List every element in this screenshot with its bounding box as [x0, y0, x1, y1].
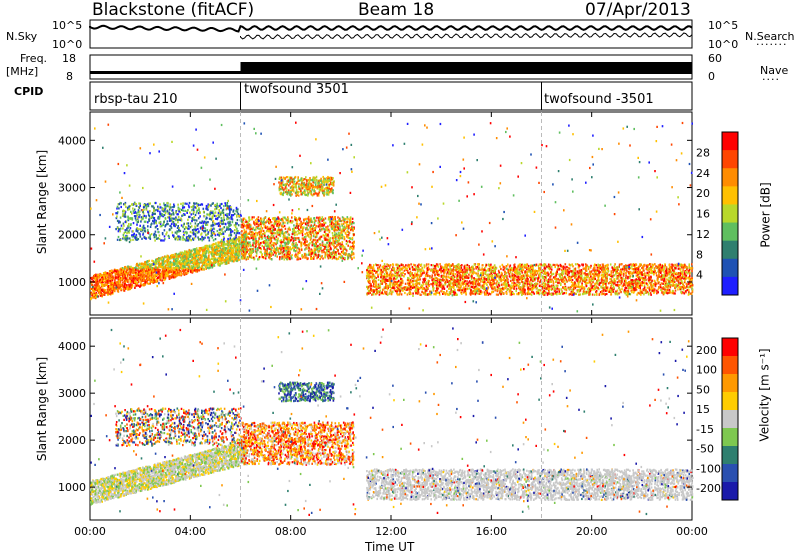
cpid-segment-1: rbsp-tau 210 [94, 92, 178, 107]
power-colorbar-label: Power [dB] [758, 182, 773, 248]
power-colorbar-tick-1: 8 [696, 248, 703, 261]
cpid-label: CPID [14, 85, 44, 98]
freq-tick-bottom: 8 [66, 70, 73, 83]
power-colorbar-tick-2: 12 [696, 228, 710, 241]
velocity-ytick-label-1: 2000 [58, 434, 86, 447]
nave-label: Nave [760, 64, 789, 77]
nsearch-tick-top: 10^5 [708, 19, 739, 32]
velocity-colorbar-tick-4: -15 [696, 423, 714, 436]
power-ytick-label-2: 3000 [58, 182, 86, 195]
velocity-colorbar-seg-7 [722, 464, 738, 483]
velocity-colorbar-tick-7: -200 [696, 482, 721, 495]
power-scatter-cells [90, 121, 694, 313]
power-ytick-label-1: 2000 [58, 229, 86, 242]
xtick-label-4: 16:00 [475, 525, 507, 538]
nsky-label: N.Sky [6, 30, 38, 43]
power-ylabel: Slant Range [km] [35, 149, 50, 255]
power-colorbar-seg-3 [722, 186, 738, 205]
date-title: 07/Apr/2013 [585, 0, 691, 20]
velocity-colorbar-seg-1 [722, 356, 738, 375]
power-colorbar-seg-5 [722, 222, 738, 242]
freq-label-1: Freq. [20, 52, 48, 65]
power-colorbar-tick-5: 24 [696, 167, 710, 180]
power-ytick-label-0: 1000 [58, 276, 86, 289]
xtick-label-0: 00:00 [74, 525, 106, 538]
power-colorbar-tick-0: 4 [696, 269, 703, 282]
xtick-label-2: 08:00 [275, 525, 307, 538]
beam-title: Beam 18 [358, 0, 435, 20]
velocity-colorbar-tick-5: -50 [696, 443, 714, 456]
power-colorbar-tick-3: 16 [696, 208, 710, 221]
xtick-label-1: 04:00 [174, 525, 206, 538]
velocity-colorbar-seg-6 [722, 446, 738, 465]
cpid-segment-3: twofsound -3501 [544, 92, 654, 107]
power-colorbar-seg-2 [722, 168, 738, 187]
xtick-label-3: 12:00 [375, 525, 407, 538]
velocity-colorbar-tick-0: 200 [696, 344, 717, 357]
nsky-tick-bottom: 10^0 [52, 38, 83, 51]
velocity-ytick-label-2: 3000 [58, 387, 86, 400]
nsearch-tick-bottom: 10^0 [708, 38, 739, 51]
freq-tick-top: 18 [62, 52, 76, 65]
nsky-tick-top: 10^5 [52, 19, 83, 32]
power-colorbar-seg-0 [722, 132, 738, 151]
velocity-ylabel: Slant Range [km] [35, 356, 50, 462]
power-colorbar-seg-6 [722, 240, 738, 260]
power-colorbar-tick-4: 20 [696, 187, 710, 200]
velocity-colorbar-tick-1: 100 [696, 364, 717, 377]
power-colorbar-tick-6: 28 [696, 146, 710, 159]
power-colorbar-seg-8 [722, 276, 738, 296]
velocity-colorbar-seg-0 [722, 338, 738, 357]
station-title: Blackstone (fitACF) [92, 0, 255, 20]
nave-dots: ···· [762, 73, 780, 86]
nsky-trace [89, 24, 693, 33]
power-colorbar-frame [721, 131, 739, 296]
cpid-segment-2: twofsound 3501 [244, 82, 349, 97]
power-ytick-label-3: 4000 [58, 134, 86, 147]
nave-tick-bottom: 0 [708, 70, 715, 83]
power-colorbar-seg-7 [722, 258, 738, 278]
xtick-label-5: 20:00 [576, 525, 608, 538]
velocity-ytick-label-0: 1000 [58, 481, 86, 494]
velocity-colorbar-tick-3: 15 [696, 403, 710, 416]
cpid-panel [89, 81, 693, 111]
velocity-colorbar-tick-6: -100 [696, 462, 721, 475]
velocity-colorbar-tick-2: 50 [696, 383, 710, 396]
velocity-scatter-cells [90, 327, 694, 516]
freq-trace-early [90, 71, 241, 74]
freq-trace-late [240, 62, 692, 74]
nsearch-label: N.Search [745, 30, 795, 43]
nsearch-dots: ······· [756, 38, 788, 51]
freq-label-2: [MHz] [6, 65, 39, 78]
nsky-panel [89, 19, 693, 49]
x-axis-title: Time UT [365, 540, 415, 554]
velocity-colorbar-seg-3 [722, 392, 738, 411]
power-colorbar-seg-1 [722, 150, 738, 169]
velocity-colorbar-seg-2 [722, 374, 738, 393]
velocity-colorbar-label: Velocity [m s⁻¹] [757, 348, 772, 442]
velocity-ytick-label-3: 4000 [58, 340, 86, 353]
xtick-label-6: 00:00 [676, 525, 708, 538]
velocity-colorbar-frame [721, 337, 739, 501]
nave-tick-top: 60 [708, 52, 722, 65]
velocity-colorbar-seg-5 [722, 428, 738, 447]
nsearch-trace [240, 32, 693, 40]
velocity-colorbar-seg-4 [722, 410, 738, 429]
power-colorbar-seg-4 [722, 204, 738, 224]
velocity-colorbar-seg-8 [722, 482, 738, 501]
